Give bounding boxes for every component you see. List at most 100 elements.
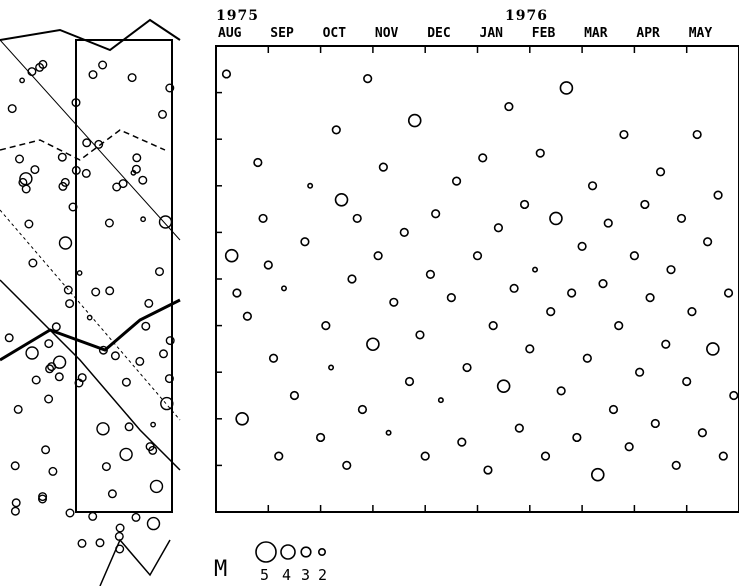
x-axis-ticks (215, 46, 739, 512)
map-epicenter (44, 339, 54, 349)
map-coastline-bottom (99, 538, 171, 586)
map-epicenter (28, 258, 38, 268)
data-point (650, 418, 660, 429)
map-epicenter (7, 104, 17, 114)
map-epicenter (119, 447, 133, 462)
data-point (582, 353, 592, 363)
data-point (697, 428, 707, 438)
data-point (614, 321, 624, 331)
data-point (316, 432, 326, 443)
month-label-apr: APR (636, 26, 660, 41)
data-point (640, 199, 650, 210)
map-epicenter (58, 236, 73, 250)
data-point (549, 211, 563, 226)
map-epicenter (57, 152, 67, 162)
year-label-1975: 1975 (216, 8, 259, 24)
data-point (334, 192, 349, 207)
map-epicenter (51, 322, 61, 332)
data-point (692, 129, 702, 140)
map-epicenter (10, 506, 20, 516)
map-epicenter (27, 67, 37, 77)
map-epicenter (94, 139, 104, 149)
data-point (224, 248, 239, 263)
map-epicenter (107, 489, 117, 499)
data-point (706, 342, 720, 356)
data-point (519, 199, 530, 210)
data-point (729, 390, 739, 401)
data-point (718, 451, 728, 461)
data-point (671, 460, 681, 471)
plot-area (215, 45, 739, 513)
map-epicenter (110, 351, 120, 361)
data-point (451, 176, 462, 186)
map-fault-secondary (0, 279, 181, 471)
map-epicenter (115, 523, 125, 533)
map-epicenter (77, 538, 87, 548)
map-epicenter (149, 479, 164, 494)
map-epicenter (114, 531, 124, 541)
data-point (352, 213, 362, 224)
map-epicenter (13, 404, 23, 414)
map-epicenter (131, 164, 141, 174)
map-epicenter (19, 172, 33, 186)
legend-label-2: 2 (318, 566, 328, 584)
data-point (629, 251, 640, 261)
map-epicenter (88, 511, 98, 521)
map-epicenters (4, 59, 175, 554)
month-label-jan: JAN (479, 26, 503, 41)
map-epicenter (91, 287, 101, 297)
map-epicenter (52, 355, 67, 369)
data-point (328, 364, 335, 371)
data-point (496, 379, 511, 393)
map-epicenter (121, 377, 131, 387)
data-point (488, 321, 498, 331)
data-point (661, 339, 671, 349)
data-point (572, 432, 582, 443)
data-point (676, 213, 687, 224)
map-epicenter (118, 179, 128, 189)
map-epicenter (96, 422, 110, 436)
map-epicenter (47, 362, 57, 372)
map-epicenter (82, 138, 92, 148)
data-point (509, 283, 519, 293)
map-epicenter (35, 62, 45, 72)
data-point (404, 376, 415, 387)
data-point (321, 321, 331, 331)
map-epicenter (45, 364, 55, 374)
map-epicenter (38, 492, 48, 502)
month-label-oct: OCT (322, 26, 347, 41)
map-epicenter (115, 544, 125, 554)
map-fault-dashed (0, 129, 166, 161)
legend-circle-m4 (280, 544, 296, 560)
data-point (378, 162, 388, 172)
data-point (363, 74, 373, 84)
data-point (619, 129, 629, 140)
data-point (342, 460, 352, 471)
legend-title: M (214, 557, 228, 582)
map-epicenter (95, 538, 105, 548)
data-point (703, 237, 713, 247)
data-point (280, 285, 287, 292)
month-label-nov: NOV (374, 26, 399, 41)
map-epicenter (30, 165, 40, 175)
year-label-1976: 1976 (505, 8, 548, 24)
map-epicenter (127, 73, 137, 83)
data-point (535, 148, 545, 158)
map-epicenter (158, 215, 173, 229)
data-point (347, 274, 357, 284)
map-epicenter (71, 98, 81, 108)
map-epicenter (104, 218, 114, 228)
data-point (598, 279, 608, 289)
data-point (472, 251, 483, 261)
map-epicenter (154, 267, 164, 277)
data-point (532, 266, 539, 273)
map-epicenter (14, 154, 24, 164)
map-epicenter (98, 345, 108, 355)
plot-frame (215, 45, 739, 513)
data-point (331, 125, 341, 135)
map-epicenter (31, 375, 41, 385)
data-point (635, 367, 645, 377)
data-point (483, 465, 493, 475)
map-epicenter (158, 349, 168, 359)
map-epicenter (25, 346, 39, 360)
